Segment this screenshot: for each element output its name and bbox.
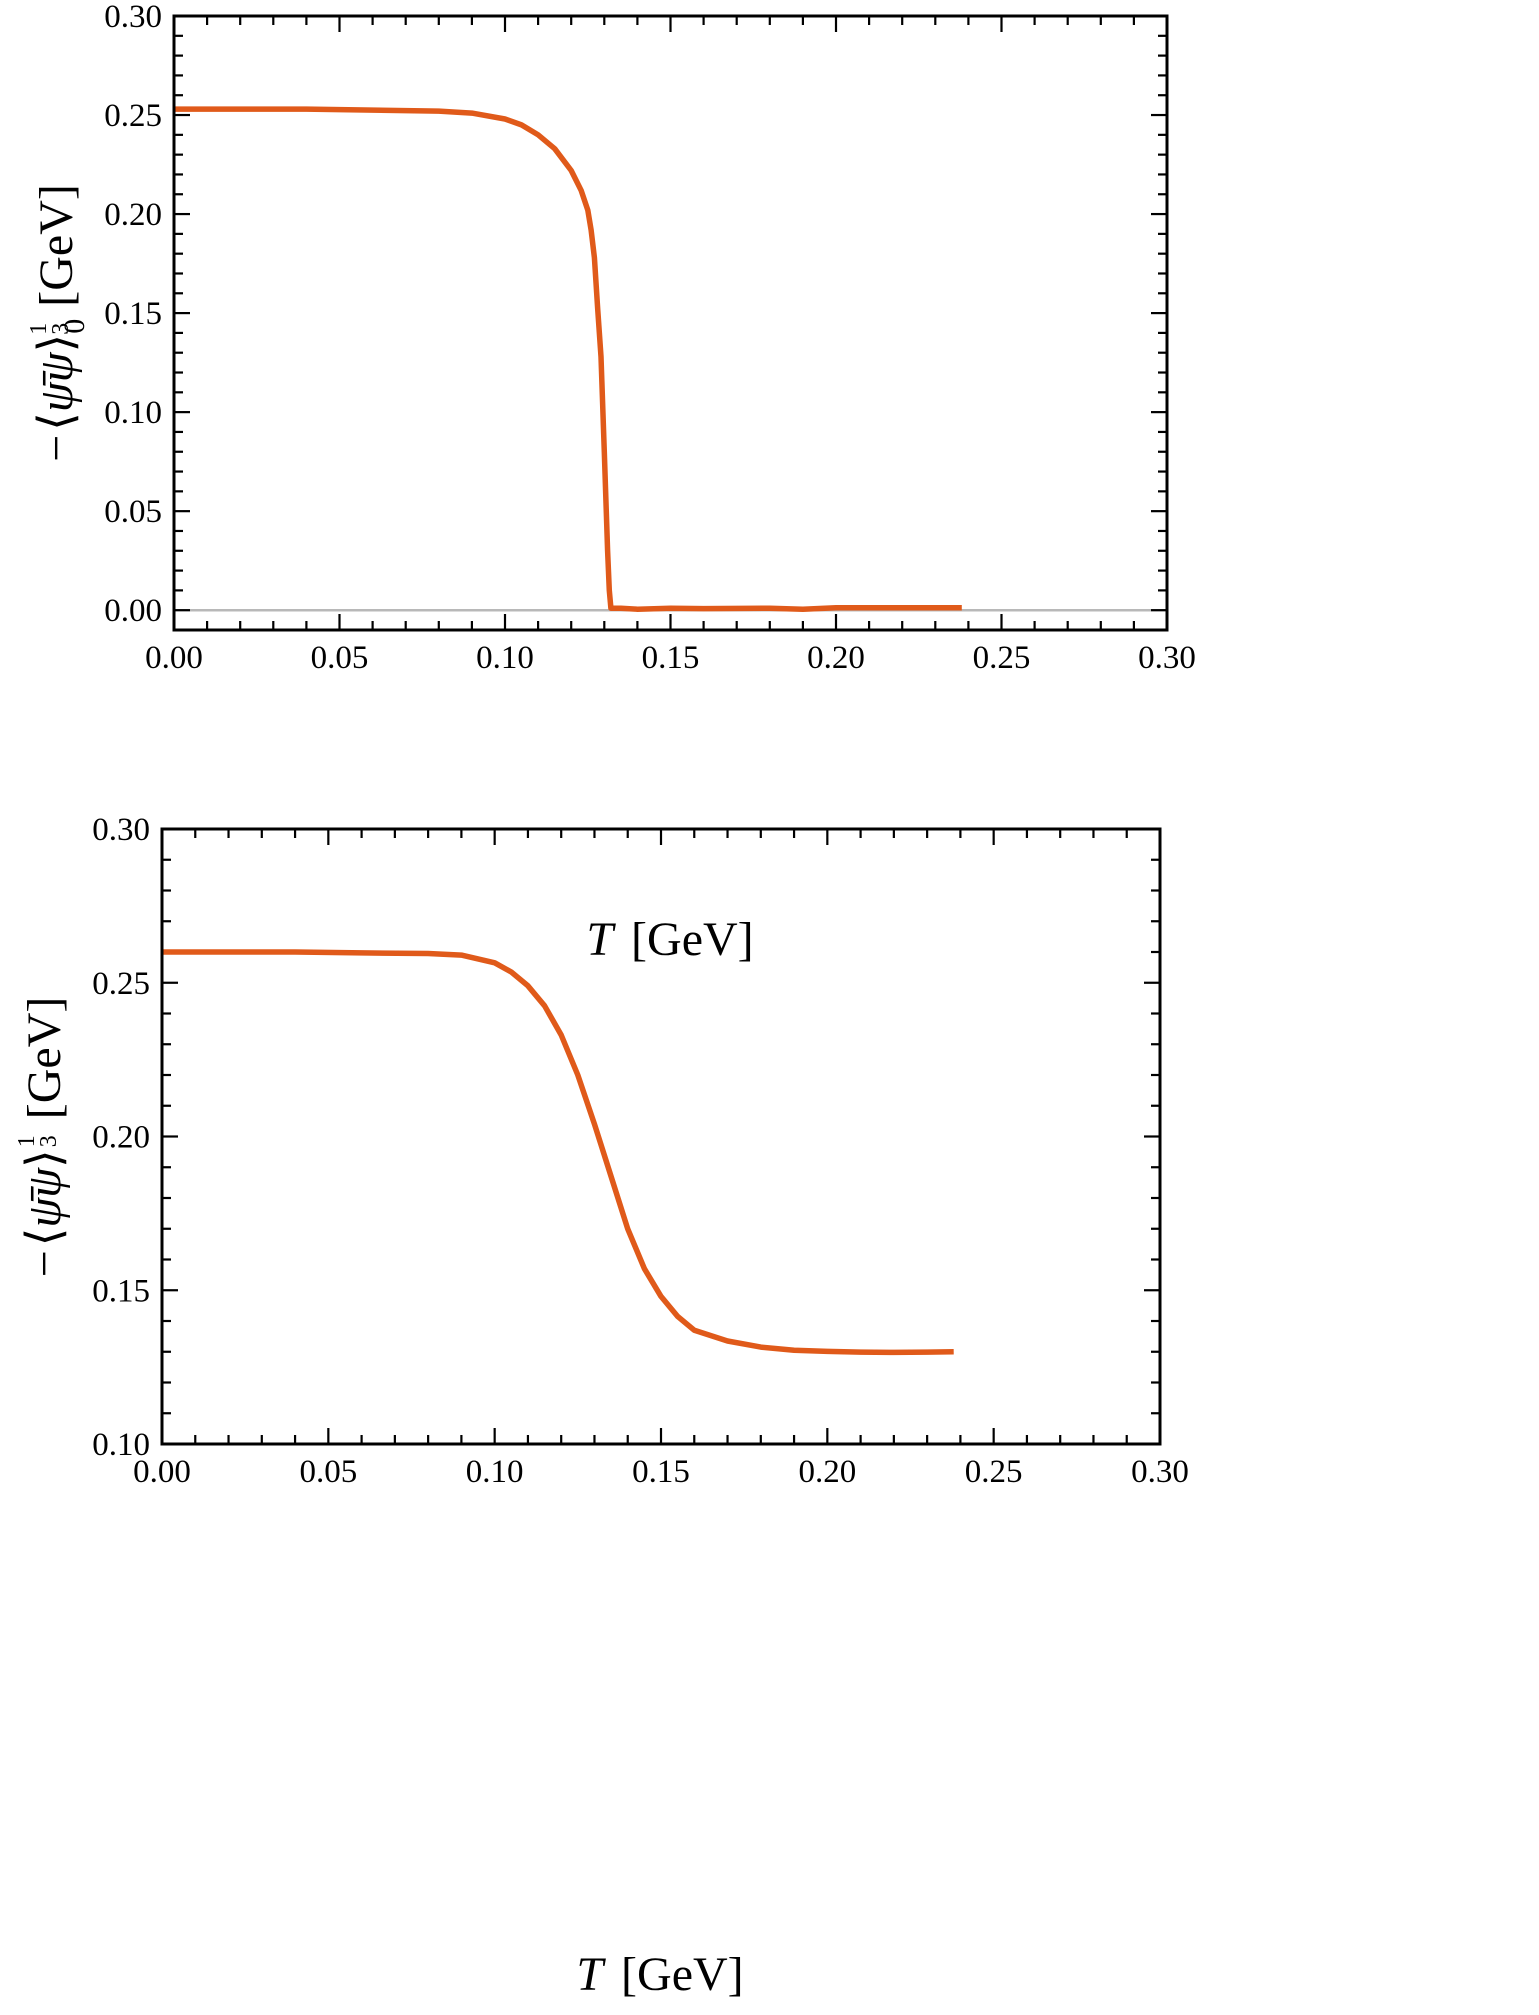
x-tick-label: 0.15 [642,640,700,676]
x-tick-label: 0.05 [311,640,369,676]
y-tick-label: 0.25 [104,98,162,134]
y-tick-label: 0.15 [104,296,162,332]
y-axis-psi: ψ [18,1167,71,1198]
y-axis-title: −⟨ψ̄ψ⟩013[GeV] [26,184,91,462]
y-tick-label: 0.05 [104,494,162,530]
x-axis-unit: [GeV] [621,1948,744,2001]
y-tick-label: 0.00 [104,593,162,629]
series-line-condensate [174,109,962,609]
y-axis-bracket-close: ⟩ [30,334,83,353]
x-tick-label: 0.25 [965,1454,1023,1490]
x-tick-label: 0.10 [476,640,534,676]
y-axis-unit: [GeV] [30,184,83,307]
y-axis-exponent-den: 3 [48,323,74,335]
y-tick-label: 0.20 [104,197,162,233]
y-tick-label: 0.30 [104,0,162,35]
y-axis-minus: − [18,1250,71,1277]
x-axis-var: T [586,913,616,966]
x-tick-label: 0.25 [973,640,1031,676]
x-axis-title: T [GeV] [586,913,753,966]
y-tick-label: 0.15 [92,1273,150,1309]
y-axis-psi: ψ [30,351,83,382]
x-tick-label: 0.30 [1138,640,1196,676]
y-axis-bracket-open: ⟨ [30,412,83,431]
figure: 0.00 0.05 0.10 0.15 0.20 0.25 0.30 0.00 0.05 0.10… [0,0,1539,2015]
y-axis-bracket-open: ⟨ [18,1228,71,1247]
y-axis-title: −⟨ψ̄ψ⟩13[GeV] [14,997,71,1278]
y-tick-label: 0.10 [104,395,162,431]
x-tick-label: 0.15 [632,1454,690,1490]
y-tick-label: 0.10 [92,1427,150,1463]
y-axis-exponent-den: 3 [36,1135,62,1147]
x-axis-title: T [GeV] [576,1948,743,2001]
chart-bottom: 0.00 0.05 0.10 0.15 0.20 0.25 0.300.100.150.20… [14,812,1189,2001]
y-axis-minus: − [30,435,83,462]
x-tick-label: 0.20 [798,1454,856,1490]
x-tick-label: 0.30 [1131,1454,1189,1490]
x-tick-label: 0.00 [145,640,203,676]
x-axis-unit: [GeV] [631,913,754,966]
y-tick-label: 0.25 [92,966,150,1002]
x-tick-label: 0.20 [807,640,865,676]
x-axis-var: T [576,1948,606,2001]
x-tick-label: 0.10 [466,1454,524,1490]
series-line-condensate [162,952,954,1352]
y-axis-bracket-close: ⟩ [18,1149,71,1168]
y-tick-label: 0.20 [92,1120,150,1156]
y-axis-unit: [GeV] [18,997,71,1120]
chart-top: 0.00 0.05 0.10 0.15 0.20 0.25 0.30 0.00 0.05 0.10… [26,0,1196,966]
x-tick-label: 0.05 [299,1454,357,1490]
y-tick-label: 0.30 [92,812,150,848]
